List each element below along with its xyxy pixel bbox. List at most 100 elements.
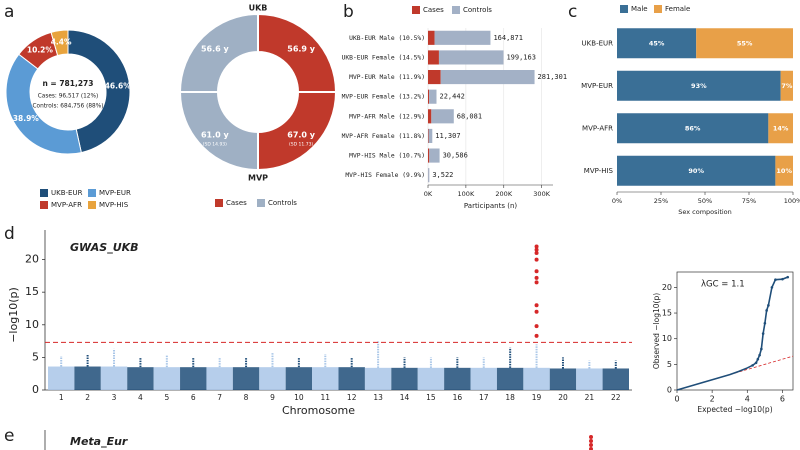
hit-point [589, 435, 593, 439]
total-label: 164,871 [493, 34, 523, 42]
x-tick-label: 25% [654, 197, 668, 205]
y-tick-label: 20 [25, 253, 39, 266]
x-tick-label: 100K [458, 190, 475, 198]
bar-segment [428, 89, 430, 104]
legend-label: Cases [423, 6, 444, 14]
y-tick-label: MVP-AFR Male (12.9%) [349, 113, 425, 120]
snp-cloud [444, 367, 471, 390]
bar-segment [431, 109, 454, 124]
legend-swatch [620, 5, 628, 13]
age-label: 56.6 y [201, 44, 230, 53]
meta-hits [589, 435, 593, 450]
y-tick-label: MVP-EUR [581, 82, 613, 90]
y-tick-label: 5 [667, 360, 672, 369]
snp-cloud [206, 367, 233, 390]
x-tick-label: 11 [321, 393, 331, 402]
x-tick-label: 2 [710, 395, 715, 404]
qq-point [761, 332, 765, 335]
x-tick-label: 1 [59, 393, 64, 402]
snp-cloud [602, 368, 629, 390]
hit-point [534, 280, 539, 285]
slice-label: 4.4% [51, 37, 72, 46]
snp-cloud [285, 367, 313, 390]
y-axis-label: −log10(p) [7, 287, 20, 343]
age-label: 67.0 y [287, 131, 316, 140]
plot-frame [676, 271, 794, 391]
bar-segment [617, 28, 697, 59]
snp-cloud [48, 366, 75, 390]
x-tick-label: 5 [164, 393, 169, 402]
legend-swatch [452, 6, 460, 14]
bar-segment [617, 70, 781, 101]
snp-cloud [232, 367, 260, 390]
qq-point [765, 309, 768, 312]
legend-swatch [88, 201, 96, 209]
center-text: Cases: 96,517 (12%) [38, 94, 99, 100]
hit-point [534, 244, 539, 249]
x-tick-label: 22 [611, 393, 621, 402]
x-tick-label: 9 [270, 393, 275, 402]
value-label: 10% [776, 167, 792, 175]
value-label: 93% [691, 82, 707, 90]
total-label: 22,442 [440, 93, 465, 101]
y-tick-label: 20 [662, 283, 672, 292]
snp-cloud [312, 367, 339, 390]
total-label: 199,163 [506, 53, 536, 61]
panel-label: c [568, 2, 577, 22]
x-tick-label: 4 [138, 393, 143, 402]
total-label: 30,586 [443, 152, 468, 160]
hit-point [589, 447, 593, 450]
legend-label: UKB-EUR [51, 189, 83, 197]
qq-point [763, 322, 767, 325]
value-label: 7% [781, 82, 793, 90]
hit-point [534, 257, 539, 262]
bar-segment [429, 89, 437, 104]
ring-name: UKB [249, 4, 268, 13]
y-tick-label: 15 [25, 285, 39, 298]
snp-cloud [576, 368, 603, 390]
age-slice [178, 12, 259, 93]
panel-label: b [343, 2, 354, 22]
bar-segment [428, 50, 439, 65]
snp-cloud [417, 367, 445, 390]
x-tick-label: 6 [191, 393, 196, 402]
bar-segment [696, 28, 793, 59]
legend-swatch [40, 189, 48, 197]
bar-segment [428, 128, 429, 144]
y-tick-label: UKB-EUR Female (14.5%) [342, 54, 425, 61]
legend-swatch [257, 199, 265, 207]
hit-point [589, 443, 593, 447]
snp-cloud [100, 366, 128, 390]
center-text: n = 781,273 [42, 79, 93, 88]
x-tick-label: 19 [532, 393, 542, 402]
y-tick-label: 0 [667, 386, 672, 395]
qq-point [758, 353, 761, 357]
bar-segment [429, 148, 440, 163]
x-tick-label: 14 [400, 393, 410, 402]
total-label: 11,307 [435, 132, 460, 140]
hit-point [534, 269, 539, 274]
qq-point [754, 361, 758, 365]
qq-point [781, 277, 784, 281]
legend-label: Male [631, 5, 648, 13]
panel-label: a [4, 2, 14, 22]
legend-label: MVP-EUR [99, 189, 131, 197]
x-axis-label: Expected −log10(p) [697, 405, 772, 414]
bar-segment [428, 30, 435, 45]
bar-segment [438, 50, 504, 65]
hit-point [534, 333, 539, 338]
x-tick-label: 4 [745, 395, 750, 404]
y-tick-label: MVP-HIS [584, 167, 614, 175]
x-axis-label: Chromosome [282, 404, 355, 417]
age-slice [178, 91, 259, 172]
snp-cloud [364, 367, 392, 390]
x-tick-label: 50% [698, 197, 712, 205]
y-tick-label: MVP-HIS Male (10.7%) [349, 153, 425, 160]
qq-line [676, 276, 789, 391]
x-tick-label: 8 [244, 393, 249, 402]
x-tick-label: 3 [112, 393, 117, 402]
legend-label: Female [665, 5, 690, 13]
bar-segment [428, 148, 430, 163]
value-label: 55% [737, 39, 753, 47]
